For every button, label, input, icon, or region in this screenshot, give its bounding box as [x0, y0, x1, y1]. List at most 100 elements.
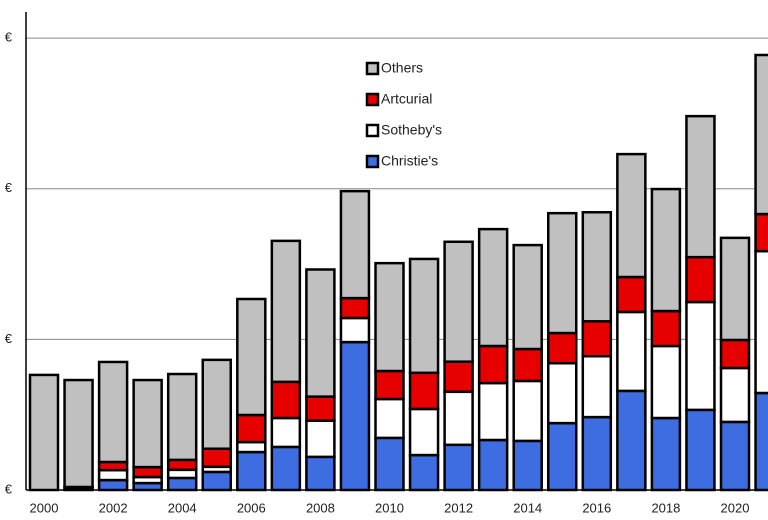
bar-segment — [236, 450, 267, 492]
legend: Christie's Sotheby's Artcurial Others — [365, 60, 442, 169]
x-tick-label: 2012 — [444, 500, 473, 515]
legend-swatch — [365, 92, 380, 107]
bar-segment — [754, 391, 768, 492]
legend-label: Artcurial — [381, 91, 432, 107]
bar-segment — [166, 372, 198, 462]
bar-segment — [719, 420, 751, 492]
legend-label: Others — [381, 60, 423, 76]
bar-segment — [236, 297, 267, 417]
bar-segment — [512, 439, 543, 492]
bar-segment — [685, 114, 716, 259]
bar-segment — [512, 379, 543, 443]
x-tick-label: 2014 — [513, 500, 542, 515]
bar-segment — [132, 465, 163, 479]
legend-swatch — [365, 154, 380, 169]
bar-segment — [166, 458, 198, 472]
bar-segment — [477, 438, 509, 492]
x-tick-label: 2002 — [99, 500, 128, 515]
x-tick-label: 2010 — [375, 500, 404, 515]
bar-segment — [166, 476, 198, 492]
bar-segment — [547, 361, 578, 425]
bar-segment — [305, 419, 336, 459]
bar-segment — [339, 296, 371, 320]
bar-segment — [236, 413, 267, 444]
bar-segment — [201, 447, 232, 469]
bar-segment — [305, 268, 336, 398]
bar-segment — [581, 415, 613, 492]
x-tick-label: 2000 — [30, 500, 59, 515]
bar-segment — [374, 397, 405, 440]
bar-segment — [477, 344, 509, 385]
x-tick-label: 2006 — [237, 500, 266, 515]
bar-segment — [339, 316, 371, 344]
bar-segment — [477, 381, 509, 442]
x-tick-label: 2018 — [651, 500, 680, 515]
bar-segment — [719, 236, 751, 342]
bar-segment — [97, 478, 129, 492]
bar-segment — [547, 421, 578, 492]
bar-segment — [408, 257, 440, 375]
bar-segment — [719, 338, 751, 370]
bar-segment — [685, 300, 716, 412]
legend-label: Christie's — [381, 153, 438, 169]
y-tick-label: € — [5, 331, 13, 346]
bar-segment — [443, 240, 474, 363]
bar-segment — [408, 453, 440, 492]
bar-segment — [28, 373, 60, 492]
bar-segment — [754, 53, 768, 216]
bar-segment — [685, 408, 716, 492]
bar-segment — [581, 320, 613, 358]
bar-segment — [374, 436, 405, 492]
bar-segment — [547, 331, 578, 365]
bar-segment — [581, 210, 613, 323]
legend-swatch — [365, 61, 380, 76]
bar-segment — [270, 239, 302, 384]
bar-segment — [236, 440, 267, 454]
bar-segment — [719, 366, 751, 424]
y-tick-label: € — [5, 481, 13, 496]
bar-segment — [374, 369, 405, 401]
y-tick-label: € — [5, 30, 13, 45]
x-tick-label: 2004 — [168, 500, 197, 515]
bar-segment — [339, 189, 371, 300]
bar-segment — [374, 261, 405, 373]
bar-segment — [650, 187, 682, 313]
y-tick-label: € — [5, 180, 13, 195]
bar-segment — [512, 243, 543, 351]
bar-segment — [339, 340, 371, 492]
bar-segment — [650, 416, 682, 492]
bar-segment — [132, 378, 163, 469]
bar-segment — [616, 152, 647, 279]
bar-segment — [443, 390, 474, 447]
bar-segment — [443, 443, 474, 492]
x-tick-label: 2020 — [721, 500, 750, 515]
bar-segment — [201, 470, 232, 492]
bar-segment — [201, 358, 232, 450]
legend-label: Sotheby's — [381, 122, 442, 138]
bar-segment — [547, 211, 578, 335]
bar-segment — [650, 309, 682, 348]
bar-segment — [754, 249, 768, 395]
bar-segment — [97, 468, 129, 482]
bar-segment — [581, 354, 613, 419]
bar-segment — [477, 227, 509, 348]
bar-segment — [408, 407, 440, 457]
bar-segment — [512, 347, 543, 383]
bar-segment — [616, 389, 647, 492]
bar-segment — [408, 371, 440, 411]
bar-segment — [443, 360, 474, 394]
bar-segment — [650, 344, 682, 420]
bar-segment — [97, 360, 129, 464]
bar-segment — [270, 416, 302, 449]
x-tick-label: 2016 — [582, 500, 611, 515]
bar-segment — [63, 378, 94, 489]
bar-segment — [616, 310, 647, 393]
x-tick-label: 2008 — [306, 500, 335, 515]
bar-segment — [270, 380, 302, 420]
bar-segment — [270, 445, 302, 492]
bar-segment — [305, 395, 336, 422]
bar-segment — [305, 455, 336, 492]
bar-segment — [685, 255, 716, 304]
bar-segment — [754, 212, 768, 253]
